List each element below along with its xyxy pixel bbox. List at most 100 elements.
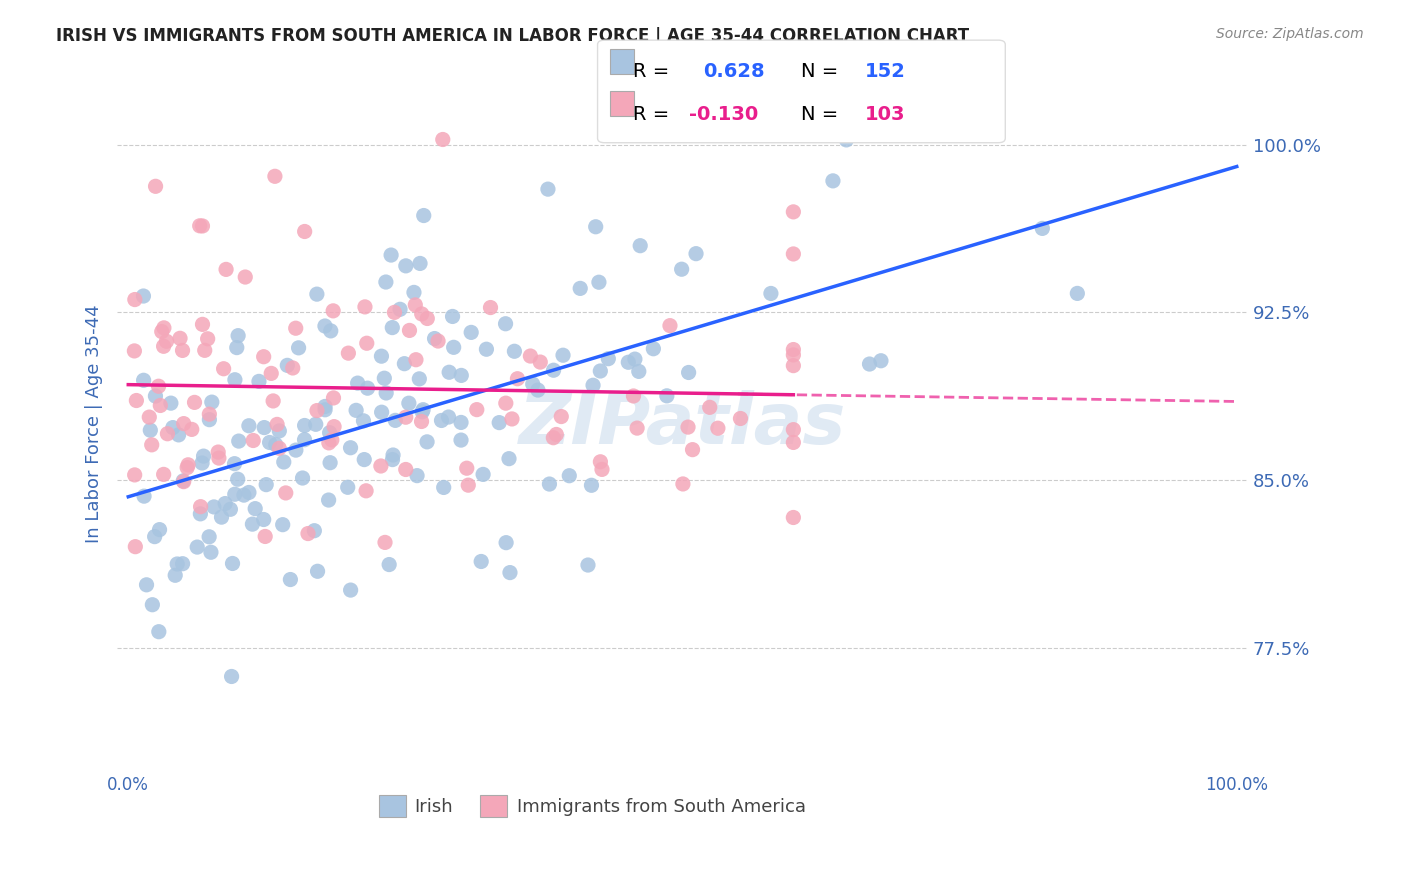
Point [124, 293, 146, 307]
Point [354, 483, 377, 498]
Point [125, 393, 148, 408]
Point [321, 433, 343, 447]
Point [259, 435, 281, 450]
Point [254, 477, 277, 491]
Point [188, 219, 211, 233]
Point [581, 478, 603, 492]
Point [253, 512, 276, 526]
Point [238, 485, 260, 500]
Point [470, 554, 492, 568]
Point [858, 357, 880, 371]
Text: Source: ZipAtlas.com: Source: ZipAtlas.com [1216, 27, 1364, 41]
Point [183, 395, 205, 409]
Point [269, 424, 291, 438]
Point [412, 402, 434, 417]
Point [160, 396, 183, 410]
Point [538, 477, 561, 491]
Point [132, 373, 155, 387]
Point [176, 460, 198, 475]
Point [443, 340, 465, 354]
Point [437, 410, 460, 425]
Point [274, 486, 297, 500]
Point [344, 403, 367, 417]
Point [519, 349, 541, 363]
Point [589, 364, 612, 378]
Point [190, 500, 212, 514]
Point [585, 219, 607, 234]
Point [527, 383, 550, 397]
Point [148, 624, 170, 639]
Point [319, 456, 342, 470]
Point [314, 400, 336, 414]
Point [242, 434, 264, 448]
Point [233, 270, 256, 285]
Point [232, 488, 254, 502]
Point [588, 275, 610, 289]
Y-axis label: In Labor Force | Age 35-44: In Labor Force | Age 35-44 [86, 305, 103, 543]
Point [194, 343, 217, 358]
Point [384, 413, 406, 427]
Point [221, 557, 243, 571]
Point [294, 225, 316, 239]
Point [398, 323, 420, 337]
Point [412, 209, 434, 223]
Point [253, 350, 276, 364]
Point [254, 529, 277, 543]
Point [226, 328, 249, 343]
Point [124, 343, 146, 358]
Point [475, 343, 498, 357]
Point [198, 530, 221, 544]
Point [543, 363, 565, 377]
Point [395, 410, 418, 425]
Point [373, 371, 395, 385]
Point [132, 289, 155, 303]
Point [353, 414, 375, 428]
Point [495, 535, 517, 549]
Point [226, 472, 249, 486]
Point [284, 321, 307, 335]
Point [202, 500, 225, 514]
Point [318, 435, 340, 450]
Point [148, 379, 170, 393]
Point [416, 311, 439, 326]
Point [197, 332, 219, 346]
Point [782, 423, 804, 437]
Point [201, 395, 224, 409]
Point [242, 517, 264, 532]
Point [212, 361, 235, 376]
Point [569, 281, 592, 295]
Point [411, 415, 433, 429]
Point [339, 441, 361, 455]
Point [655, 389, 678, 403]
Point [558, 468, 581, 483]
Point [430, 413, 453, 427]
Point [193, 449, 215, 463]
Point [191, 456, 214, 470]
Point [643, 342, 665, 356]
Point [472, 467, 495, 482]
Point [172, 343, 194, 358]
Text: N =: N = [801, 62, 838, 81]
Point [546, 427, 568, 442]
Point [180, 422, 202, 436]
Point [495, 317, 517, 331]
Point [167, 428, 190, 442]
Point [276, 359, 298, 373]
Point [141, 598, 163, 612]
Point [177, 458, 200, 472]
Point [821, 174, 844, 188]
Point [374, 535, 396, 549]
Point [378, 558, 401, 572]
Point [152, 339, 174, 353]
Point [782, 510, 804, 524]
Point [506, 372, 529, 386]
Point [671, 262, 693, 277]
Point [173, 417, 195, 431]
Point [271, 517, 294, 532]
Point [707, 421, 730, 435]
Point [264, 169, 287, 184]
Point [582, 378, 605, 392]
Point [337, 346, 360, 360]
Text: 152: 152 [865, 62, 905, 81]
Point [165, 568, 187, 582]
